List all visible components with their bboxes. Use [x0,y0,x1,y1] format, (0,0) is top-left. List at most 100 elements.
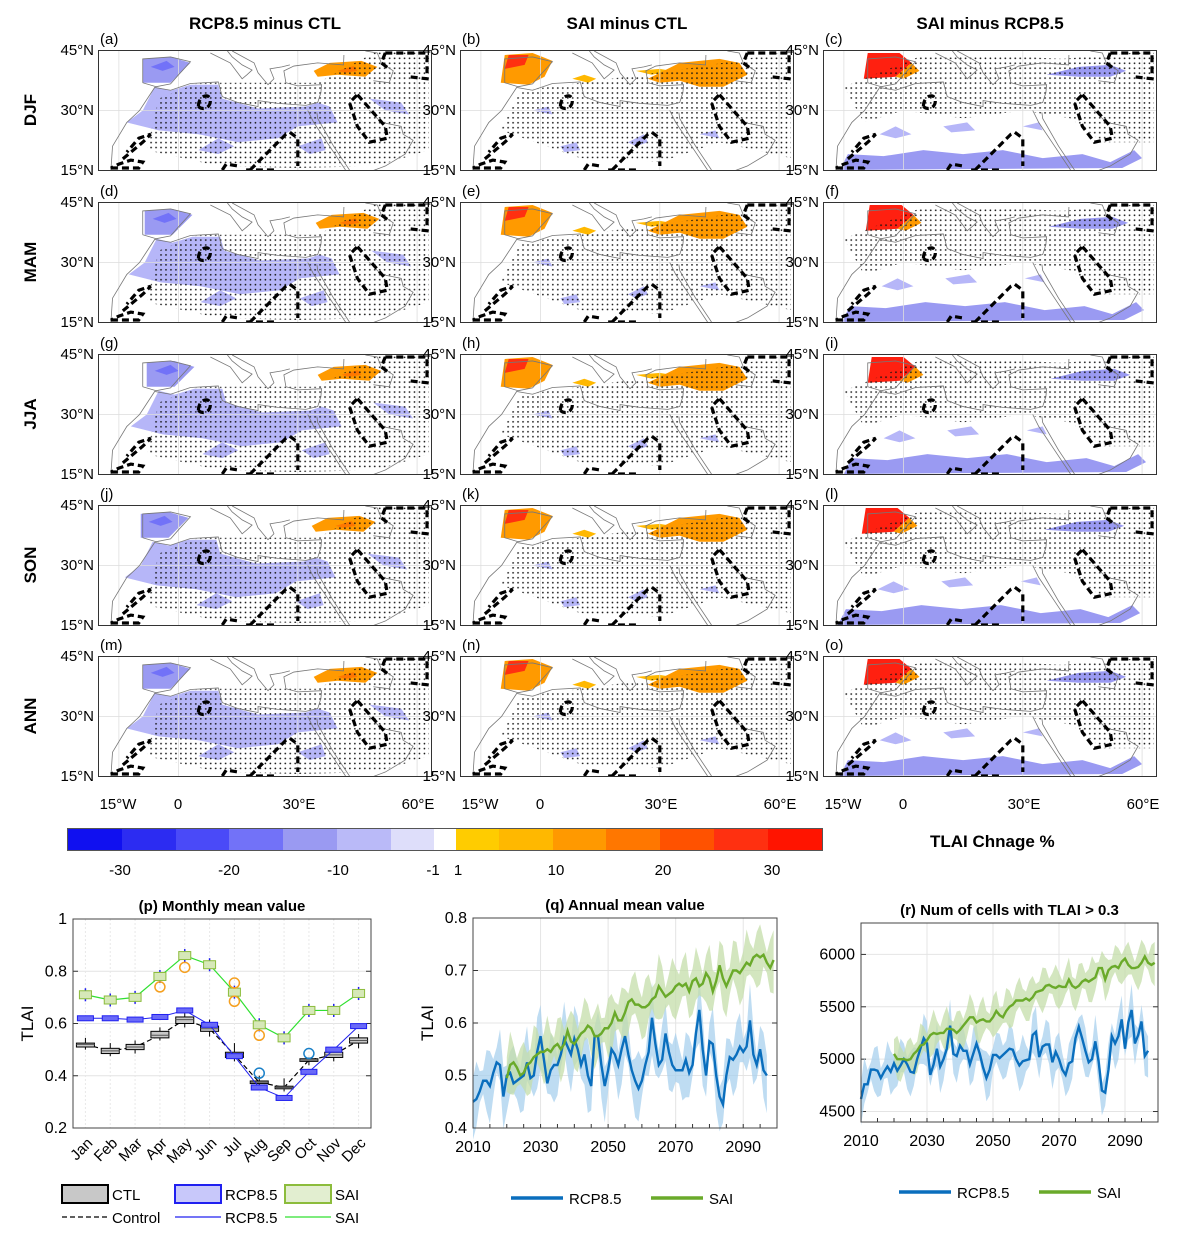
change-region [883,426,1047,443]
legend-label: RCP8.5 [957,1185,1010,1202]
latitude-label: 45°N [422,42,456,59]
coastline [317,112,350,170]
region-outline-dashed [222,436,298,474]
rcp85-box [300,1068,318,1075]
region-outline-dashed [743,53,789,79]
y-tick-label: 0.7 [445,963,467,980]
coastline [143,57,191,87]
row-label-ann: ANN [21,697,40,735]
legend-p: CTL RCP8.5 SAI Control RCP8.5 SAI [61,1184,359,1227]
region-outline-dashed [222,738,298,776]
significance-stippling [843,355,1155,447]
colorbar-segment [767,829,823,850]
region-outline-dashed [222,284,298,322]
colorbar-tick-label: -30 [109,862,131,879]
colorbar-segment [434,829,456,850]
x-tick-label: Oct [291,1134,320,1163]
latitude-label: 15°N [60,768,94,785]
change-region [572,372,672,387]
map-panel-a [98,50,432,171]
change-region [877,577,1041,594]
chart-title: (r) Num of cells with TLAI > 0.3 [900,902,1119,919]
colorbar-segment [714,829,768,850]
coastline [308,415,346,475]
latitude-label: 45°N [422,648,456,665]
colorbar-segment [282,829,338,850]
latitude-label: 15°N [60,466,94,483]
region-outline-dashed [381,659,427,685]
latitude-label: 30°N [422,102,456,119]
region-outline-dashed [923,248,935,261]
coastline [317,264,350,322]
colorbar-segment [499,829,553,850]
map-panel-f [823,202,1157,323]
coastline [505,361,553,391]
coastline [232,51,290,85]
chart-r-num-cells: (r) Num of cells with TLAI > 0.3 4500 5000… [819,902,1159,1202]
significance-stippling [146,506,430,624]
latitude-label: 45°N [785,42,819,59]
region-outline-dashed [743,659,789,685]
region-outline-dashed [560,248,572,261]
longitude-label: 0 [173,796,183,813]
coastline [1033,415,1071,475]
region-outline-dashed [743,357,789,383]
latitude-label: 45°N [60,346,94,363]
change-region [839,756,1143,776]
row-label-djf: DJF [21,93,40,127]
coastline [935,355,977,383]
coastline [957,51,1015,85]
change-region [572,220,672,235]
latitude-label: 45°N [785,194,819,211]
region-outline-dashed [222,587,298,625]
latitude-label: 30°N [785,102,819,119]
coastline [353,717,413,777]
region-outline-dashed [349,399,387,447]
coastline [868,209,916,239]
panel-label: (m) [100,637,123,654]
colorbar-segment [175,829,230,850]
coastline [1042,264,1075,322]
region-outline-dashed [560,551,572,564]
longitude-label: 60°E [1126,796,1160,813]
chart-title: (q) Annual mean value [545,897,704,914]
x-tick-label: May [164,1134,196,1166]
series-band-sai [506,924,774,1097]
latitude-label: 30°N [785,708,819,725]
colorbar-tick-label: -20 [218,862,240,879]
region-outline-dashed [923,96,935,109]
x-tick-label: Dec [339,1134,370,1165]
coastline [473,510,706,625]
latitude-label: 45°N [422,346,456,363]
colorbar-tick-label: 1 [453,862,463,879]
legend-label: SAI [335,1187,359,1204]
significance-stippling [843,203,1155,295]
coastline [143,361,191,391]
coastline [715,263,775,323]
panel-label: (h) [462,335,481,352]
coastline [1033,566,1071,626]
region-outline-dashed [711,247,749,295]
region-outline-dashed [560,702,572,715]
x-tick-label: Mar [116,1135,146,1165]
x-tick-label: 2070 [658,1139,694,1156]
legend-label: SAI [1097,1185,1121,1202]
coastline [308,717,346,777]
x-tick-label: 2050 [975,1133,1011,1150]
coastline [317,567,350,625]
latitude-label: 15°N [785,617,819,634]
sai-box [203,960,217,970]
coastline [143,209,191,239]
region-outline-dashed [836,438,876,472]
rcp85-box [176,1007,194,1014]
region-outline-dashed [584,436,660,474]
latitude-label: 30°N [785,254,819,271]
longitude-label: 60°E [763,796,797,813]
rcp85-box [76,1015,94,1022]
region-outline-dashed [473,438,513,472]
latitude-label: 15°N [785,314,819,331]
coastline [473,55,706,170]
latitude-label: 15°N [785,162,819,179]
rcp85-outlier [303,1047,315,1060]
map-panel-g [98,354,432,475]
